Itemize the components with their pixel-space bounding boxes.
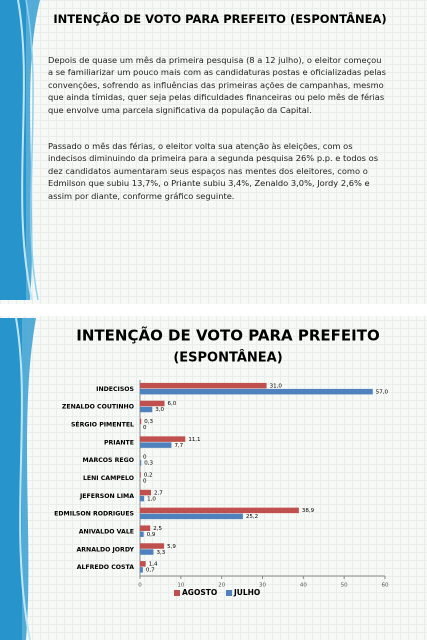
bar — [140, 418, 142, 425]
value-label: 7,7 — [174, 443, 183, 449]
y-tick-label: ALFREDO COSTA — [77, 564, 134, 571]
value-label: 0,3 — [144, 461, 153, 467]
bar — [140, 436, 186, 442]
value-label: 0,3 — [144, 419, 153, 425]
x-tick-label: 20 — [218, 583, 225, 589]
bar — [140, 382, 267, 389]
y-tick-label: INDECISOS — [96, 386, 134, 393]
value-label: 11,1 — [188, 437, 200, 443]
x-tick-label: 40 — [300, 583, 307, 589]
bar — [140, 543, 165, 549]
y-tick-label: JEFERSON LIMA — [79, 493, 134, 500]
y-tick-label: SÉRGIO PIMENTEL — [71, 420, 134, 429]
y-tick-label: ANIVALDO VALE — [79, 528, 134, 535]
value-label: 3,0 — [155, 407, 164, 413]
bar — [140, 472, 141, 478]
paragraph: Depois de quase um mês da primeira pesqu… — [48, 55, 386, 115]
value-label: 2,7 — [154, 490, 163, 496]
value-label: 0 — [143, 479, 147, 485]
chart-title: INTENÇÃO DE VOTO PARA PREFEITO — [76, 326, 379, 345]
chart: INTENÇÃO DE VOTO PARA PREFEITO (ESPONTÂN… — [54, 326, 389, 598]
bar — [140, 549, 154, 555]
value-label: 5,9 — [167, 544, 176, 550]
bar — [140, 513, 243, 520]
chart-subtitle: (ESPONTÂNEA) — [173, 350, 282, 366]
x-tick-label: 50 — [341, 583, 348, 589]
y-tick-label: MARCOS REGO — [83, 457, 134, 464]
bar — [140, 406, 153, 413]
y-tick-label: ZENALDO COUTINHO — [62, 404, 134, 411]
x-tick-label: 10 — [177, 583, 184, 589]
bar — [140, 525, 151, 531]
value-label: 57,0 — [376, 389, 389, 395]
legend-swatch — [174, 590, 180, 596]
bar — [140, 561, 146, 567]
bar — [140, 531, 144, 537]
value-label: 31,0 — [270, 383, 283, 389]
paragraph: Passado o mês das férias, o eleitor volt… — [48, 141, 379, 201]
page-title: INTENÇÃO DE VOTO PARA PREFEITO (ESPONTÂN… — [53, 12, 387, 26]
value-label: 6,0 — [168, 401, 177, 407]
bar — [140, 400, 165, 407]
value-label: 0 — [143, 425, 147, 431]
bar — [140, 489, 152, 496]
value-label: 2,5 — [153, 526, 162, 532]
bar — [140, 495, 145, 502]
bar — [140, 388, 373, 395]
y-tick-label: ARNALDO JORDY — [76, 546, 134, 553]
y-tick-label: EDMILSON RODRIGUES — [54, 511, 134, 518]
value-label: 0,9 — [147, 532, 156, 538]
legend-label: JULHO — [233, 588, 260, 597]
y-tick-label: LENI CAMPELO — [83, 475, 134, 482]
y-tick-label: PRIANTE — [104, 439, 134, 446]
value-label: 38,9 — [302, 508, 315, 514]
value-label: 25,2 — [246, 514, 258, 520]
value-label: 0 — [143, 455, 147, 461]
value-label: 1,4 — [149, 562, 158, 568]
x-tick-label: 0 — [138, 583, 142, 589]
bar — [140, 507, 299, 514]
value-label: 3,3 — [156, 550, 165, 556]
value-label: 0,2 — [144, 473, 153, 479]
legend-swatch — [226, 590, 232, 596]
x-tick-label: 30 — [259, 583, 266, 589]
bar — [140, 442, 172, 448]
legend-label: AGOSTO — [182, 588, 217, 597]
x-tick-label: 60 — [382, 583, 389, 589]
value-label: 0,7 — [146, 568, 155, 574]
value-label: 1,0 — [147, 496, 156, 502]
bar — [140, 567, 143, 573]
bar — [140, 460, 142, 466]
